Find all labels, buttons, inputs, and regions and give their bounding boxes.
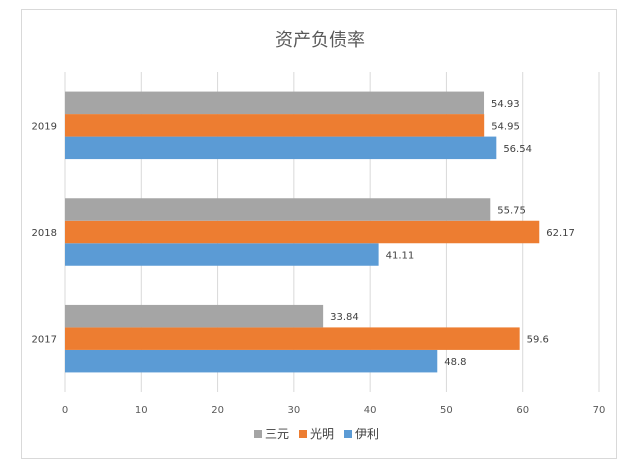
bar-伊利-2017 bbox=[65, 349, 438, 373]
legend-entry-光明: 光明 bbox=[310, 427, 334, 441]
y-tick-label: 2018 bbox=[32, 228, 57, 239]
data-label: 59.6 bbox=[527, 335, 549, 346]
x-tick-label: 70 bbox=[593, 405, 606, 416]
bar-三元-2017 bbox=[65, 304, 324, 328]
data-label: 62.17 bbox=[546, 228, 575, 239]
bar-光明-2017 bbox=[65, 327, 520, 350]
data-label: 33.84 bbox=[330, 312, 359, 323]
chart-title: 资产负债率 bbox=[275, 30, 365, 51]
x-tick-label: 40 bbox=[364, 405, 377, 416]
bar-伊利-2019 bbox=[65, 136, 497, 160]
legend-swatch-三元 bbox=[254, 430, 262, 438]
x-axis-ticks: 0 10 20 30 40 50 60 70 bbox=[62, 405, 606, 416]
data-label: 54.93 bbox=[491, 99, 520, 110]
data-label: 41.11 bbox=[386, 251, 415, 262]
chart-frame: 资产负债率 48.8 59.6 33.84 41.11 62.17 55.75 56.54 5… bbox=[21, 9, 617, 459]
bar-光明-2018 bbox=[65, 220, 540, 244]
data-label: 48.8 bbox=[444, 357, 466, 368]
x-tick-label: 60 bbox=[516, 405, 529, 416]
y-tick-label: 2017 bbox=[32, 335, 57, 346]
y-axis-ticks: 2017 2018 2019 bbox=[32, 121, 57, 345]
x-tick-label: 50 bbox=[440, 405, 453, 416]
y-tick-label: 2019 bbox=[32, 121, 57, 132]
legend-swatch-光明 bbox=[299, 430, 307, 438]
data-label: 54.95 bbox=[491, 121, 520, 132]
bar-三元-2019 bbox=[65, 91, 485, 115]
legend-entry-三元: 三元 bbox=[265, 427, 289, 441]
bar-光明-2019 bbox=[65, 114, 485, 137]
bar-伊利-2018 bbox=[65, 243, 379, 266]
x-tick-label: 30 bbox=[287, 405, 300, 416]
data-label: 56.54 bbox=[503, 144, 532, 155]
x-tick-label: 10 bbox=[135, 405, 148, 416]
bar-三元-2018 bbox=[65, 198, 491, 221]
legend-swatch-伊利 bbox=[344, 430, 352, 438]
bars bbox=[65, 91, 540, 373]
bar-chart: 资产负债率 48.8 59.6 33.84 41.11 62.17 55.75 56.54 5… bbox=[32, 30, 606, 441]
legend-entry-伊利: 伊利 bbox=[355, 427, 379, 441]
data-label: 55.75 bbox=[497, 206, 526, 217]
data-labels: 48.8 59.6 33.84 41.11 62.17 55.75 56.54 54.95 54… bbox=[330, 99, 575, 368]
legend: 三元 光明 伊利 bbox=[254, 427, 379, 441]
x-tick-label: 0 bbox=[62, 405, 68, 416]
x-tick-label: 20 bbox=[211, 405, 224, 416]
